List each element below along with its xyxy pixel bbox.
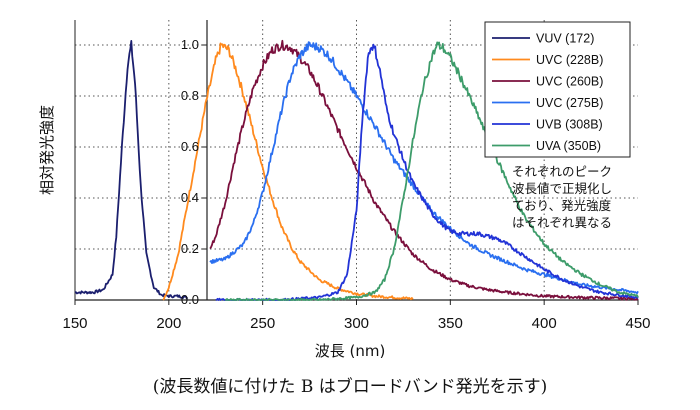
legend-label: UVC (228B) bbox=[536, 53, 603, 67]
note-line-2: 波長値で正規化し bbox=[512, 181, 612, 196]
x-tick-label: 350 bbox=[438, 315, 463, 332]
note-line-1: それぞれのピーク bbox=[512, 164, 612, 179]
x-tick-label: 150 bbox=[62, 315, 87, 332]
y-tick-label: 0.4 bbox=[181, 190, 199, 205]
legend-label: UVA (350B) bbox=[536, 139, 601, 153]
note-line-3: ており、発光強度 bbox=[512, 198, 612, 213]
note-line-4: はそれぞれ異なる bbox=[512, 215, 612, 230]
x-axis-title: 波長 (nm) bbox=[315, 342, 386, 360]
series-line-1 bbox=[74, 40, 189, 300]
legend-box bbox=[484, 21, 631, 158]
series-line-3 bbox=[209, 39, 639, 301]
x-tick-label: 300 bbox=[344, 315, 369, 332]
series-lines bbox=[74, 39, 639, 301]
tick-labels: 150 200 250 300 350 400 450 0.0 0.2 0.4 0.6 0.8 1.0 bbox=[62, 37, 650, 332]
figure-caption: (波長数値に付けた B はブロードバンド発光を示す) bbox=[152, 377, 548, 397]
x-tick-label: 400 bbox=[532, 315, 557, 332]
legend-label: UVB (308B) bbox=[536, 118, 603, 132]
y-tick-label: 0.0 bbox=[181, 292, 199, 307]
chart: 150 200 250 300 350 400 4500.00.20.40.60.81.0 … bbox=[38, 20, 651, 360]
y-tick-label: 0.8 bbox=[181, 88, 199, 103]
x-tick-label: 200 bbox=[156, 315, 181, 332]
legend-label: UVC (260B) bbox=[536, 75, 603, 89]
legend: VUV (172) UVC (228B) UVC (260B) UVC (275B) U… bbox=[484, 21, 631, 158]
y-tick-label: 0.6 bbox=[181, 139, 199, 154]
legend-label: UVC (275B) bbox=[536, 96, 603, 110]
x-tick-label: 450 bbox=[625, 315, 650, 332]
axes bbox=[74, 20, 639, 305]
y-tick-label: 0.2 bbox=[181, 241, 199, 256]
annotation-note: それぞれのピーク 波長値で正規化し ており、発光強度 はそれぞれ異なる bbox=[512, 164, 612, 230]
legend-label: VUV (172) bbox=[536, 32, 594, 46]
series-line-6 bbox=[224, 41, 639, 301]
x-tick-label: 250 bbox=[250, 315, 275, 332]
y-tick-label: 1.0 bbox=[181, 37, 199, 52]
y-axis-title: 相対発光強度 bbox=[38, 105, 56, 195]
